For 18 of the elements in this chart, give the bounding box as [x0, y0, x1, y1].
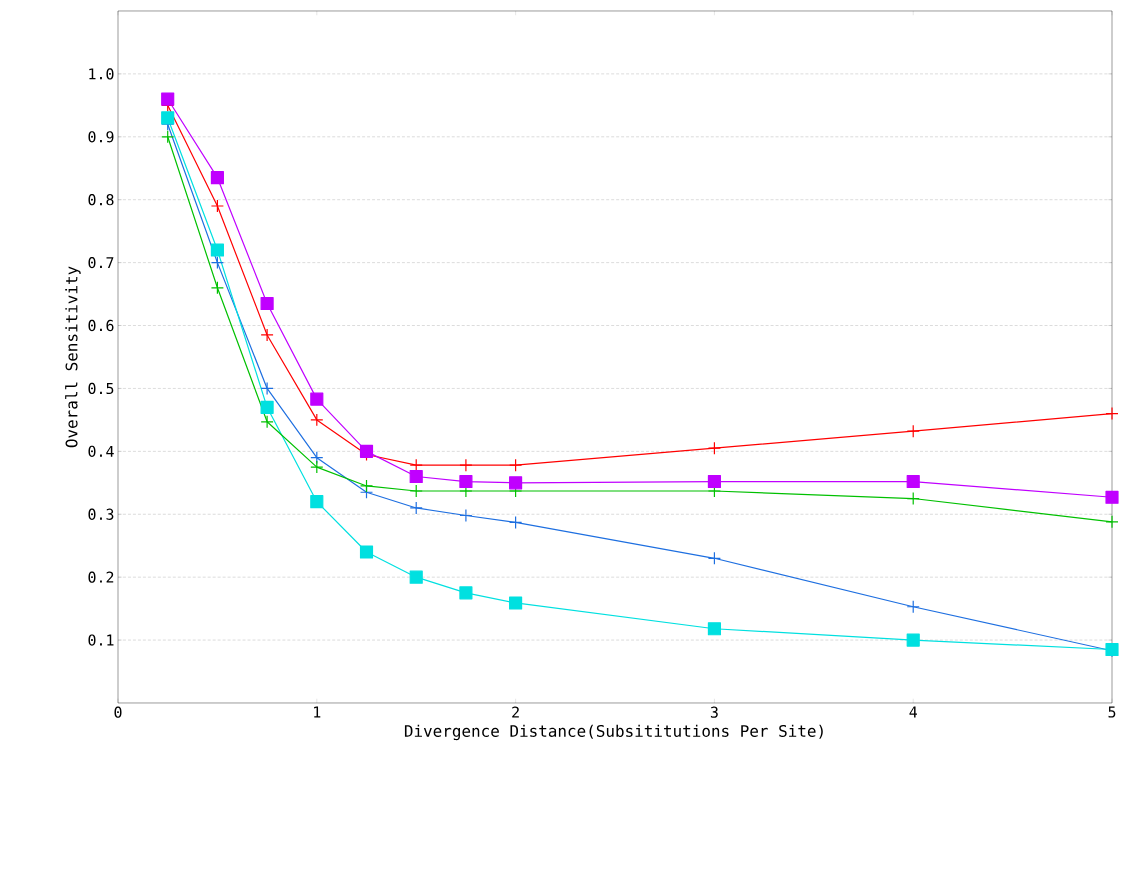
- x-tick-label: 5: [1108, 706, 1116, 718]
- y-tick-label: 1.0: [89, 68, 114, 80]
- x-tick-label: 2: [512, 706, 519, 718]
- x-tick-label: 3: [710, 706, 718, 718]
- y-tick-label: 0.1: [88, 634, 114, 646]
- y-axis-title: Overall Sensitivity: [65, 266, 81, 448]
- x-tick-label: 1: [314, 706, 321, 718]
- y-tick-label: 0.3: [88, 508, 114, 520]
- y-tick-label: 0.7: [88, 256, 114, 269]
- y-tick-label: 0.4: [88, 445, 114, 457]
- y-tick-label: 0.5: [88, 382, 114, 395]
- y-tick-label: 0.9: [88, 131, 114, 143]
- y-tick-label: 0.2: [88, 571, 114, 583]
- x-axis-title: Divergence Distance(Subsititutions Per Site): [404, 724, 823, 741]
- y-tick-label: 0.6: [88, 319, 114, 332]
- y-tick-label: 0.8: [88, 194, 114, 206]
- x-tick-label: 0: [114, 706, 122, 718]
- x-tick-label: 4: [909, 706, 917, 718]
